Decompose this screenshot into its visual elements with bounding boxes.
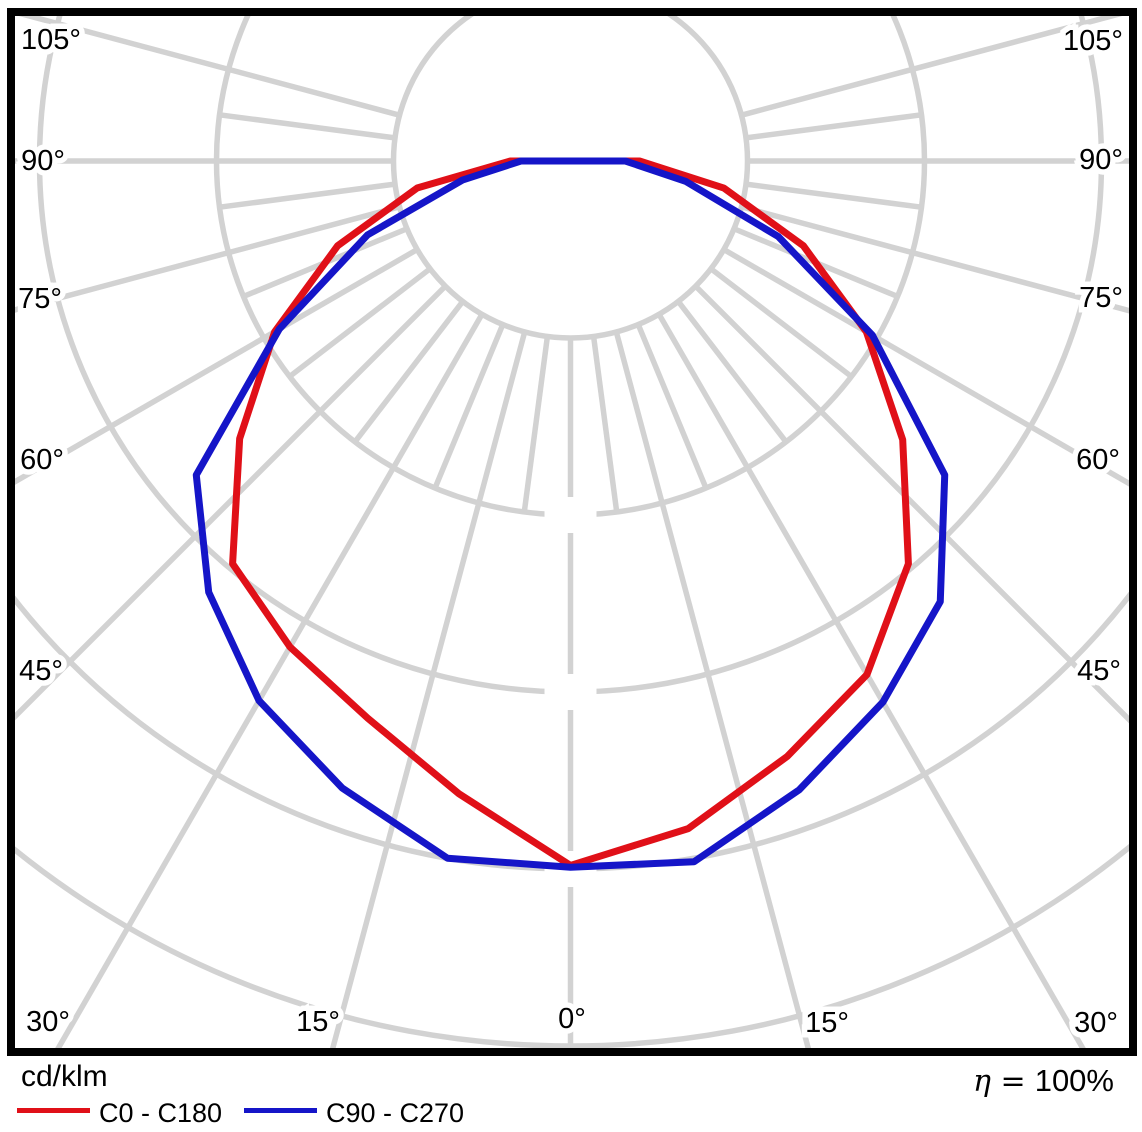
angle-label: 105° — [1063, 25, 1123, 57]
grid-radial — [656, 312, 1086, 1048]
angle-label: 15° — [296, 1006, 340, 1038]
grid-radial-minor — [219, 112, 396, 141]
grid-radial-minor — [709, 266, 854, 379]
grid-radial-minor — [745, 181, 922, 210]
angle-label: 0° — [558, 1003, 586, 1035]
grid-gap — [544, 497, 597, 533]
legend-label-c0-c180: C0 - C180 — [99, 1098, 223, 1128]
efficiency-label: η = 100% — [973, 1063, 1114, 1099]
angle-label: 60° — [20, 444, 64, 476]
angle-label: 45° — [1077, 655, 1121, 687]
plot-border — [7, 8, 1137, 1056]
grid-radial-minor — [676, 299, 789, 444]
grid-radial-minor — [590, 336, 620, 513]
legend-swatch-c0-c180 — [17, 1108, 90, 1113]
eta-value: 100% — [1034, 1063, 1114, 1098]
grid-radial-minor — [352, 299, 465, 444]
grid-radial — [15, 204, 401, 313]
grid-radial — [740, 204, 1129, 314]
grid-radial — [613, 331, 812, 1048]
grid-radial — [15, 247, 419, 485]
grid-radial — [722, 247, 1129, 487]
grid-radial-minor — [521, 336, 551, 513]
units-label: cd/klm — [21, 1060, 108, 1093]
eta-symbol: η = — [973, 1064, 1026, 1099]
grid-ring — [390, 16, 751, 341]
grid-gap — [544, 674, 597, 710]
grid-radial — [693, 284, 1129, 724]
grid-radial-minor — [635, 323, 709, 490]
grid-radial-minor — [219, 181, 396, 210]
grid-radial — [18, 16, 401, 118]
angle-labels: 105° 90° 75° 60° 45° 30° 15° 0° 15° 30° 45° 60° 75° 9… — [15, 19, 1128, 1045]
legend-swatch-c90-c270 — [244, 1108, 317, 1113]
legend-label-c90-c270: C90 - C270 — [326, 1098, 465, 1128]
angle-label: 30° — [26, 1006, 70, 1038]
curve-c90-c270 — [192, 157, 949, 871]
grid-radial — [15, 284, 448, 721]
grid-radial — [329, 331, 528, 1048]
angle-label: 75° — [1079, 282, 1123, 314]
angle-label: 90° — [21, 145, 65, 177]
angle-label: 75° — [18, 283, 62, 315]
grid-radial — [740, 16, 1123, 118]
angle-label: 30° — [1074, 1007, 1118, 1039]
grid-radial-minor — [432, 323, 506, 490]
grid-radial-minor — [745, 112, 922, 141]
angle-label: 15° — [805, 1007, 849, 1039]
angle-label: 90° — [1079, 144, 1123, 176]
grid-radial — [55, 312, 485, 1048]
grid-radial-minor — [287, 266, 432, 379]
angle-label: 60° — [1076, 444, 1120, 476]
angle-label: 105° — [21, 24, 81, 56]
angle-label: 45° — [19, 655, 63, 687]
